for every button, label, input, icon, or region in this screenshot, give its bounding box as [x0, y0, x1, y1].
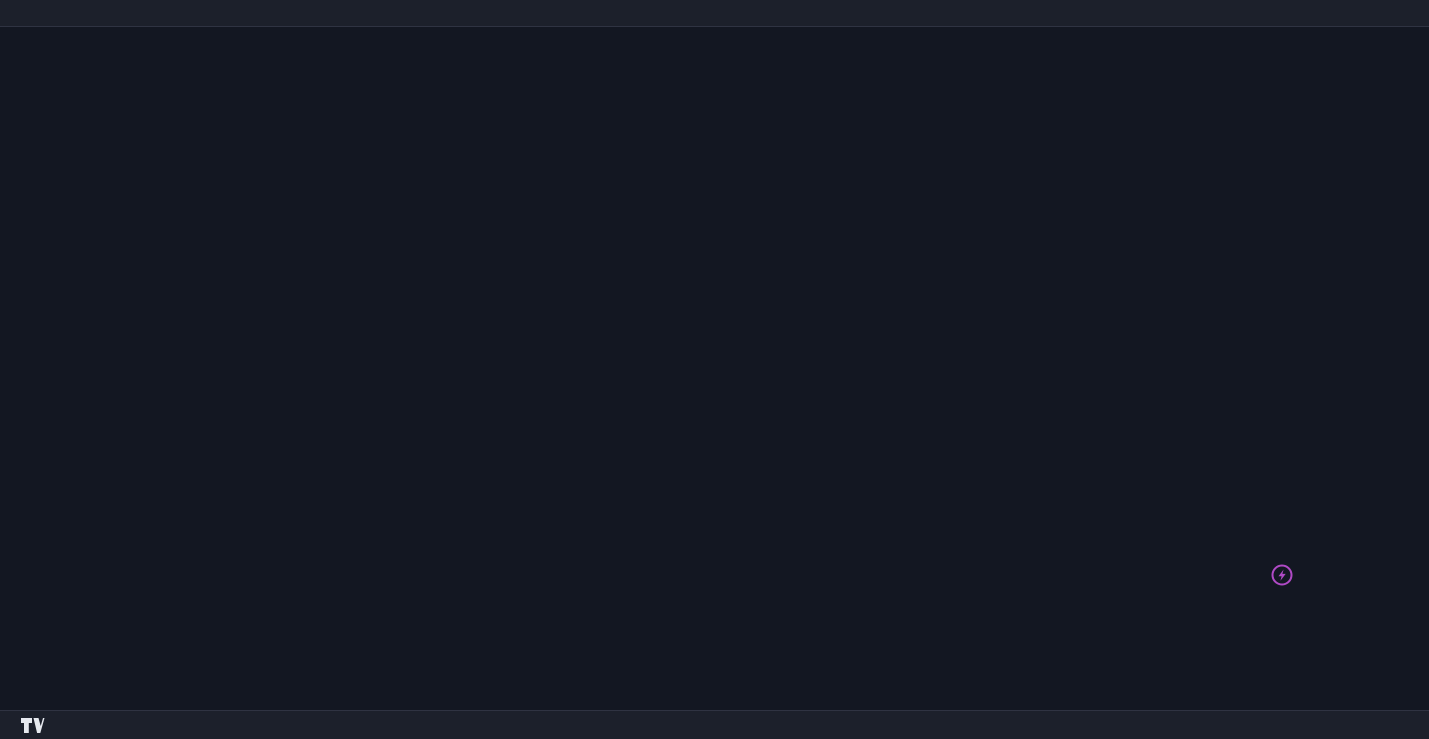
flash-bolt-icon	[1271, 564, 1293, 586]
tradingview-logo-icon[interactable]	[20, 717, 45, 734]
footer-bar	[0, 710, 1429, 739]
attribution-bar	[0, 0, 1429, 27]
symbol-legend	[22, 32, 62, 46]
